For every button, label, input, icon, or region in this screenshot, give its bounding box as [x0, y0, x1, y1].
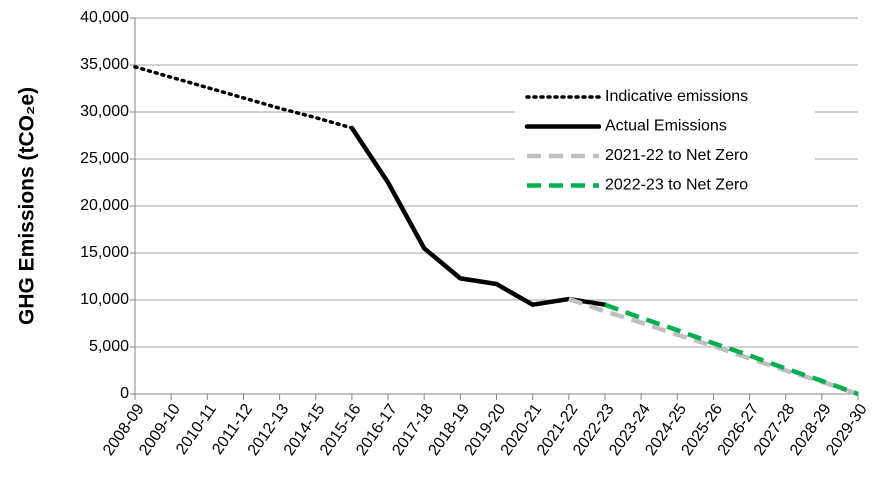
legend-label: 2022-23 to Net Zero [605, 177, 748, 194]
y-tick-label: 25,000 [80, 150, 129, 167]
legend-box [515, 82, 815, 200]
y-tick-label: 10,000 [80, 291, 129, 308]
y-tick-label: 35,000 [80, 56, 129, 73]
y-tick-label: 20,000 [80, 197, 129, 214]
y-tick-label: 15,000 [80, 244, 129, 261]
legend-label: 2021-22 to Net Zero [605, 147, 748, 164]
y-tick-label: 5,000 [89, 338, 129, 355]
legend-label: Actual Emissions [605, 118, 727, 135]
series-line [604, 302, 859, 397]
y-tick-label: 40,000 [80, 9, 129, 26]
series-line [349, 125, 608, 307]
series-line [133, 65, 354, 130]
series-line [568, 296, 859, 397]
legend-label: Indicative emissions [605, 88, 748, 105]
y-tick-label: 30,000 [80, 103, 129, 120]
y-axis-label: GHG Emissions (tCO₂e) [16, 87, 39, 325]
y-tick-label: 0 [120, 385, 129, 402]
